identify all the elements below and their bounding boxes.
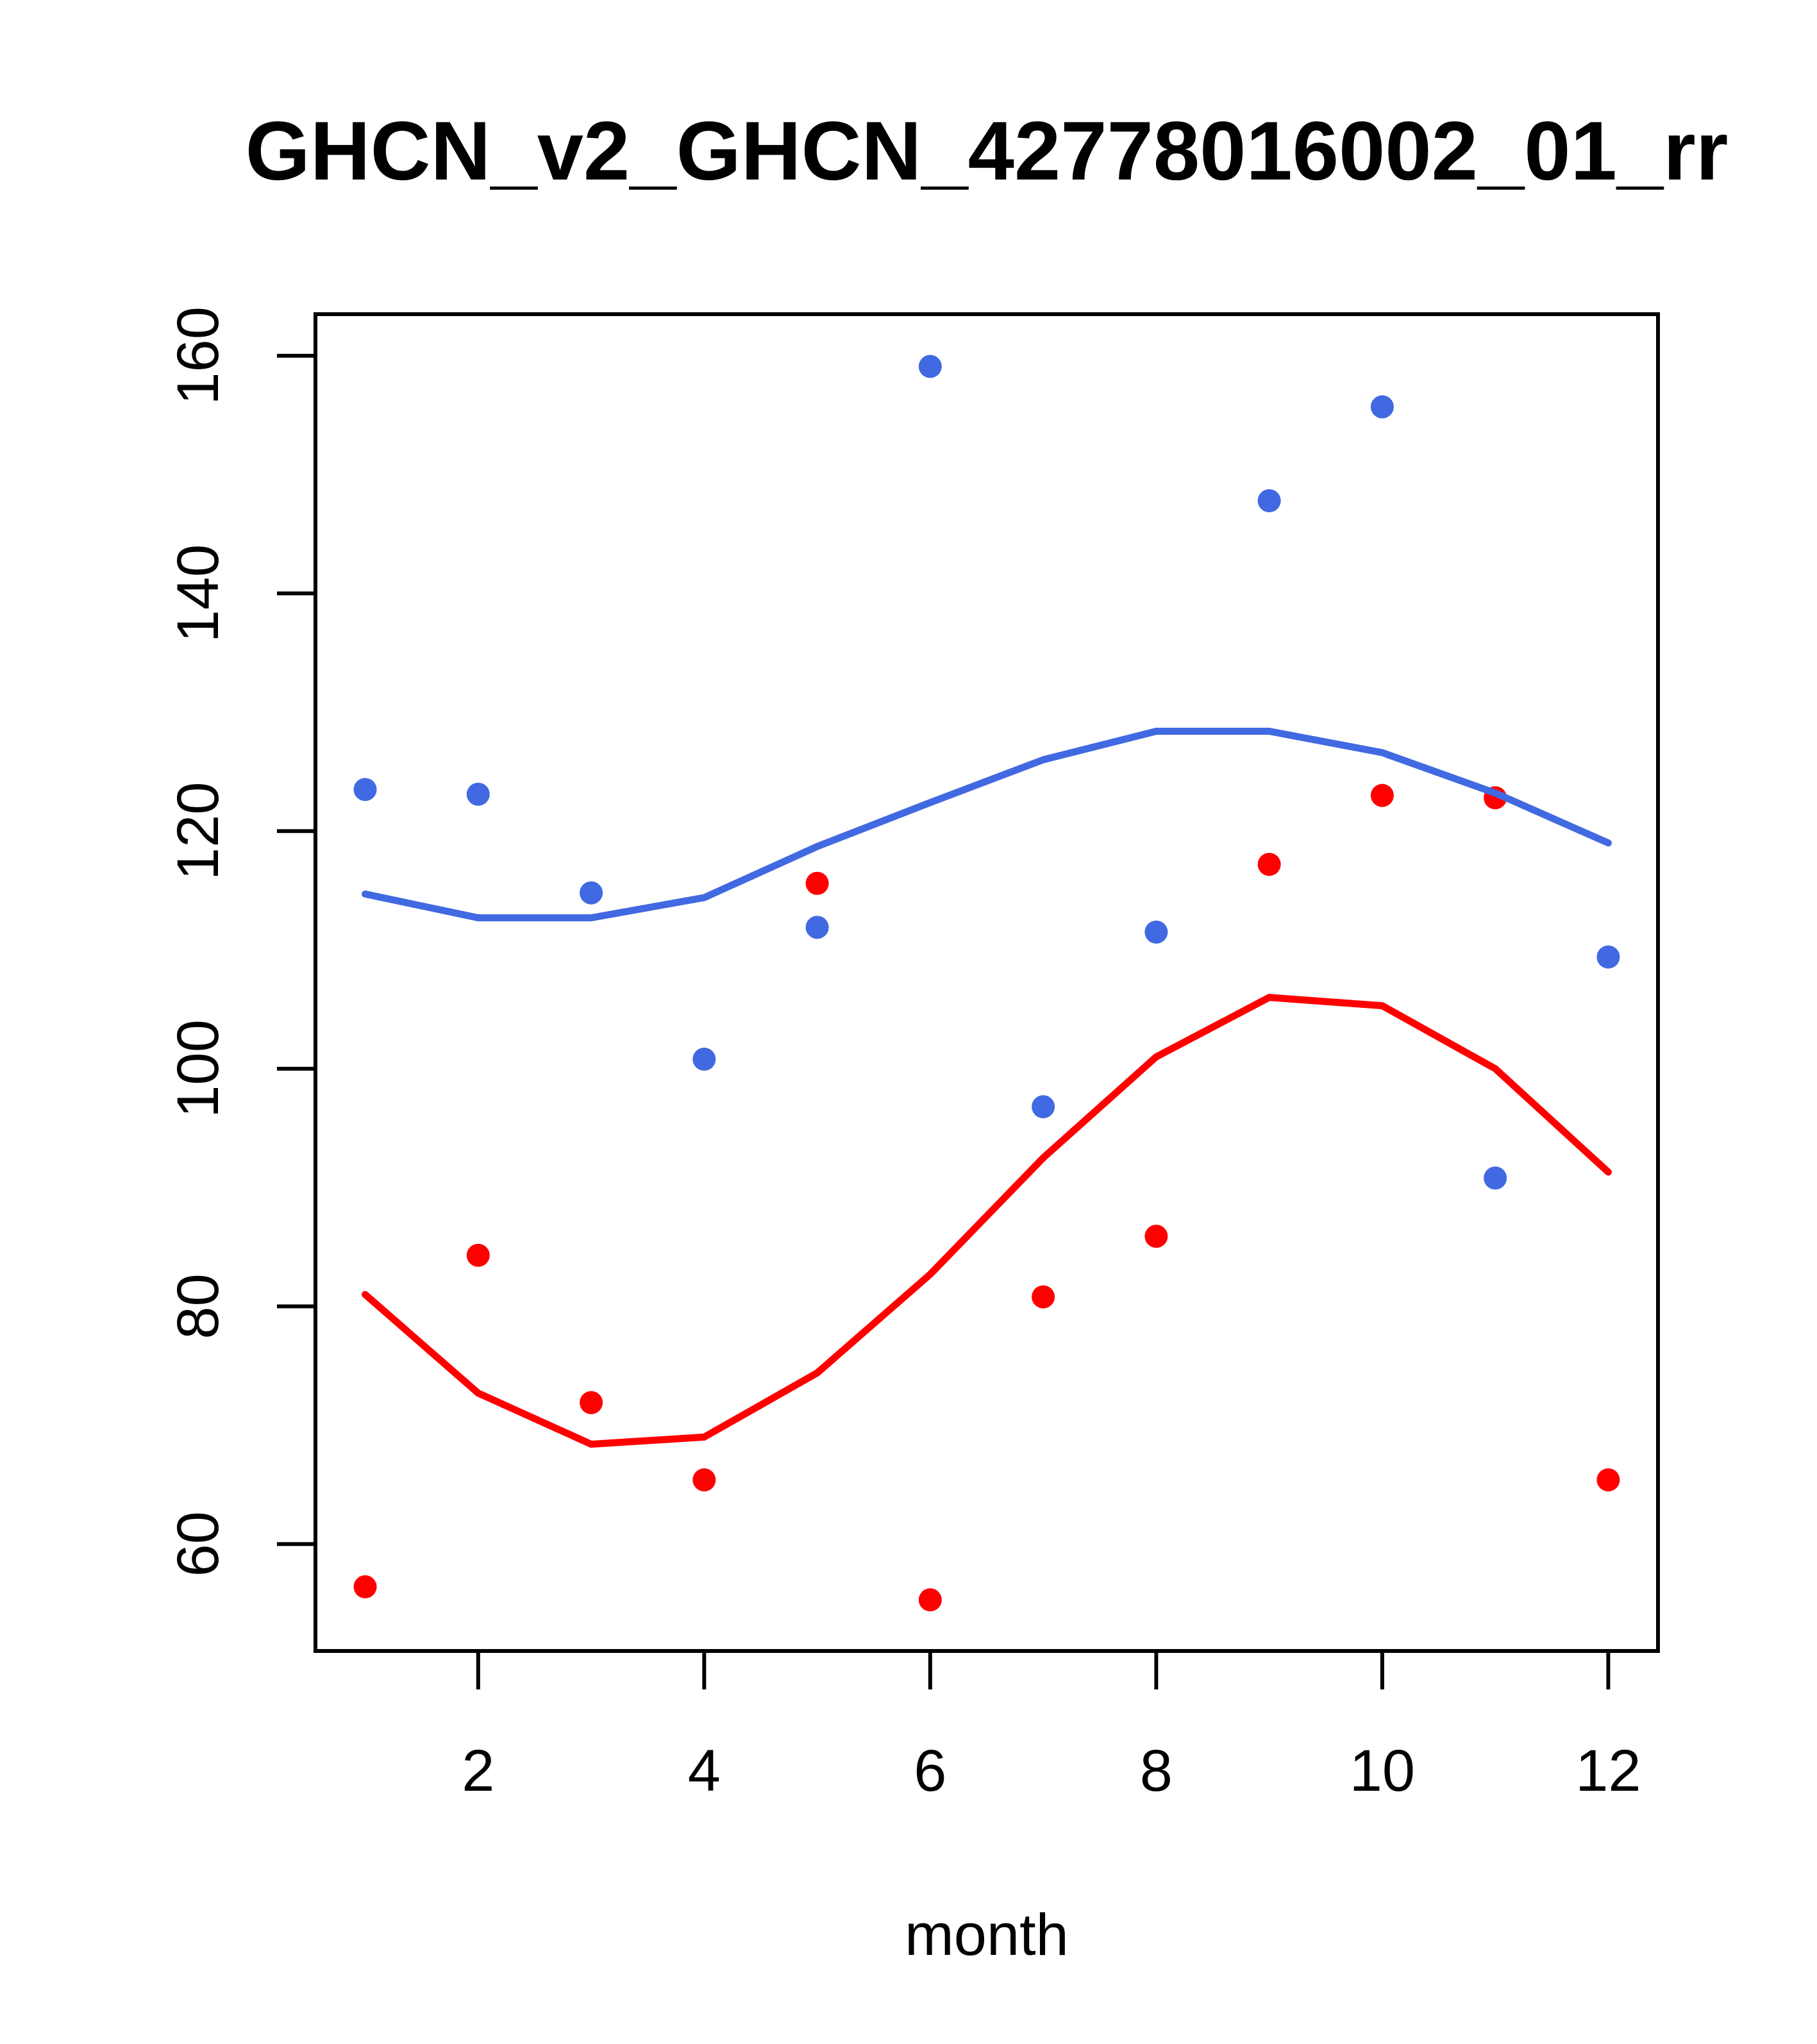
blue-points-point-m5 (805, 916, 829, 939)
blue-points-point-m9 (1257, 489, 1281, 512)
blue-points-point-m12 (1596, 945, 1620, 969)
y-tick-label: 120 (165, 782, 231, 880)
red-points-point-m8 (1144, 1225, 1168, 1248)
chart-title: GHCN_v2_GHCN_42778016002_01_rr (245, 104, 1729, 197)
red-points-point-m4 (692, 1468, 716, 1492)
plot-box (314, 312, 1660, 1653)
red-points-point-m12 (1596, 1468, 1620, 1492)
y-tick-label: 100 (165, 1019, 231, 1118)
red-points-point-m3 (580, 1391, 603, 1414)
y-tick-label: 140 (165, 544, 231, 643)
red-points-point-m2 (466, 1243, 490, 1267)
x-tick-label: 6 (914, 1738, 946, 1804)
blue-points-point-m3 (580, 881, 603, 905)
x-tick-label: 2 (462, 1738, 494, 1804)
blue-loess-line (362, 728, 1612, 921)
blue-points-point-m8 (1144, 920, 1168, 944)
blue-points-point-m10 (1370, 395, 1394, 419)
x-tick-label: 8 (1140, 1738, 1173, 1804)
blue-points-point-m1 (353, 778, 377, 801)
blue-points-point-m2 (466, 782, 490, 806)
blue-points-point-m7 (1032, 1095, 1055, 1119)
red-points-point-m7 (1032, 1285, 1055, 1309)
blue-points-point-m4 (692, 1048, 716, 1071)
red-points-point-m9 (1257, 853, 1281, 876)
red-points-point-m10 (1370, 783, 1394, 807)
y-tick-label: 60 (165, 1511, 231, 1577)
blue-points-point-m11 (1484, 1166, 1507, 1190)
blue-points-point-m6 (918, 355, 942, 378)
x-tick-label: 12 (1575, 1738, 1641, 1804)
y-tick-label: 160 (165, 306, 231, 405)
red-points-point-m6 (918, 1588, 942, 1612)
x-tick-label: 4 (688, 1738, 721, 1804)
red-points-point-m1 (353, 1575, 377, 1598)
x-axis-label: month (905, 1902, 1069, 1968)
red-points-point-m5 (805, 871, 829, 895)
red-loess-line (362, 994, 1612, 1448)
x-tick-label: 10 (1350, 1738, 1415, 1804)
y-tick-label: 80 (165, 1273, 231, 1339)
